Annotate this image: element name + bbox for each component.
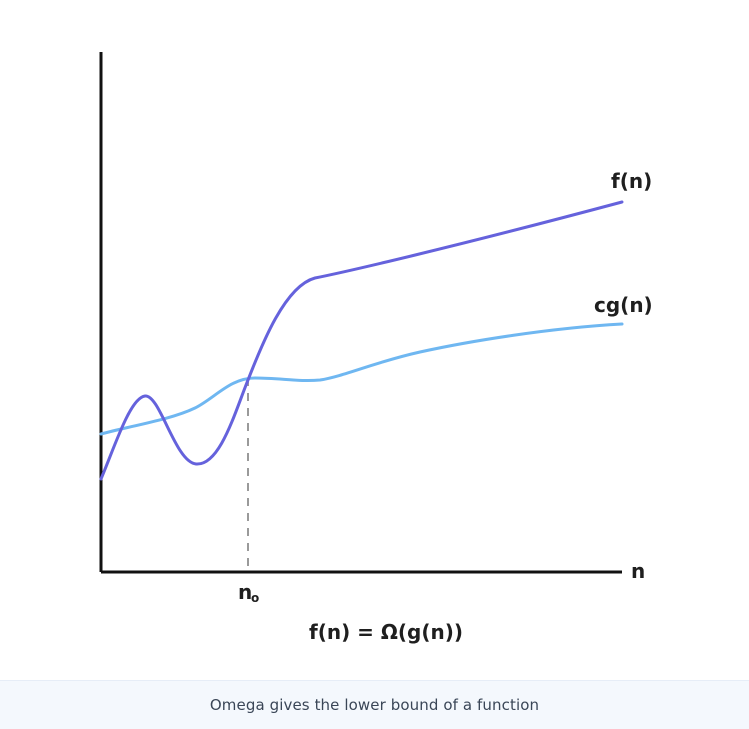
f-label: f(n)	[611, 169, 652, 193]
caption-bar: Omega gives the lower bound of a functio…	[0, 680, 749, 729]
n-axis-label: n	[631, 559, 645, 583]
omega-formula: f(n) = Ω(g(n))	[309, 620, 463, 644]
cg-label: cg(n)	[594, 293, 653, 317]
caption-text: Omega gives the lower bound of a functio…	[209, 696, 540, 714]
omega-graph: f(n) cg(n) n n o f(n) = Ω(g(n))	[99, 52, 653, 644]
cg-curve	[99, 322, 624, 436]
n0-sub: o	[251, 591, 259, 605]
n0-label: n o	[238, 580, 259, 605]
f-curve	[99, 200, 624, 481]
n0-main: n	[238, 580, 252, 604]
omega-diagram: f(n) cg(n) n n o f(n) = Ω(g(n))	[99, 52, 653, 644]
